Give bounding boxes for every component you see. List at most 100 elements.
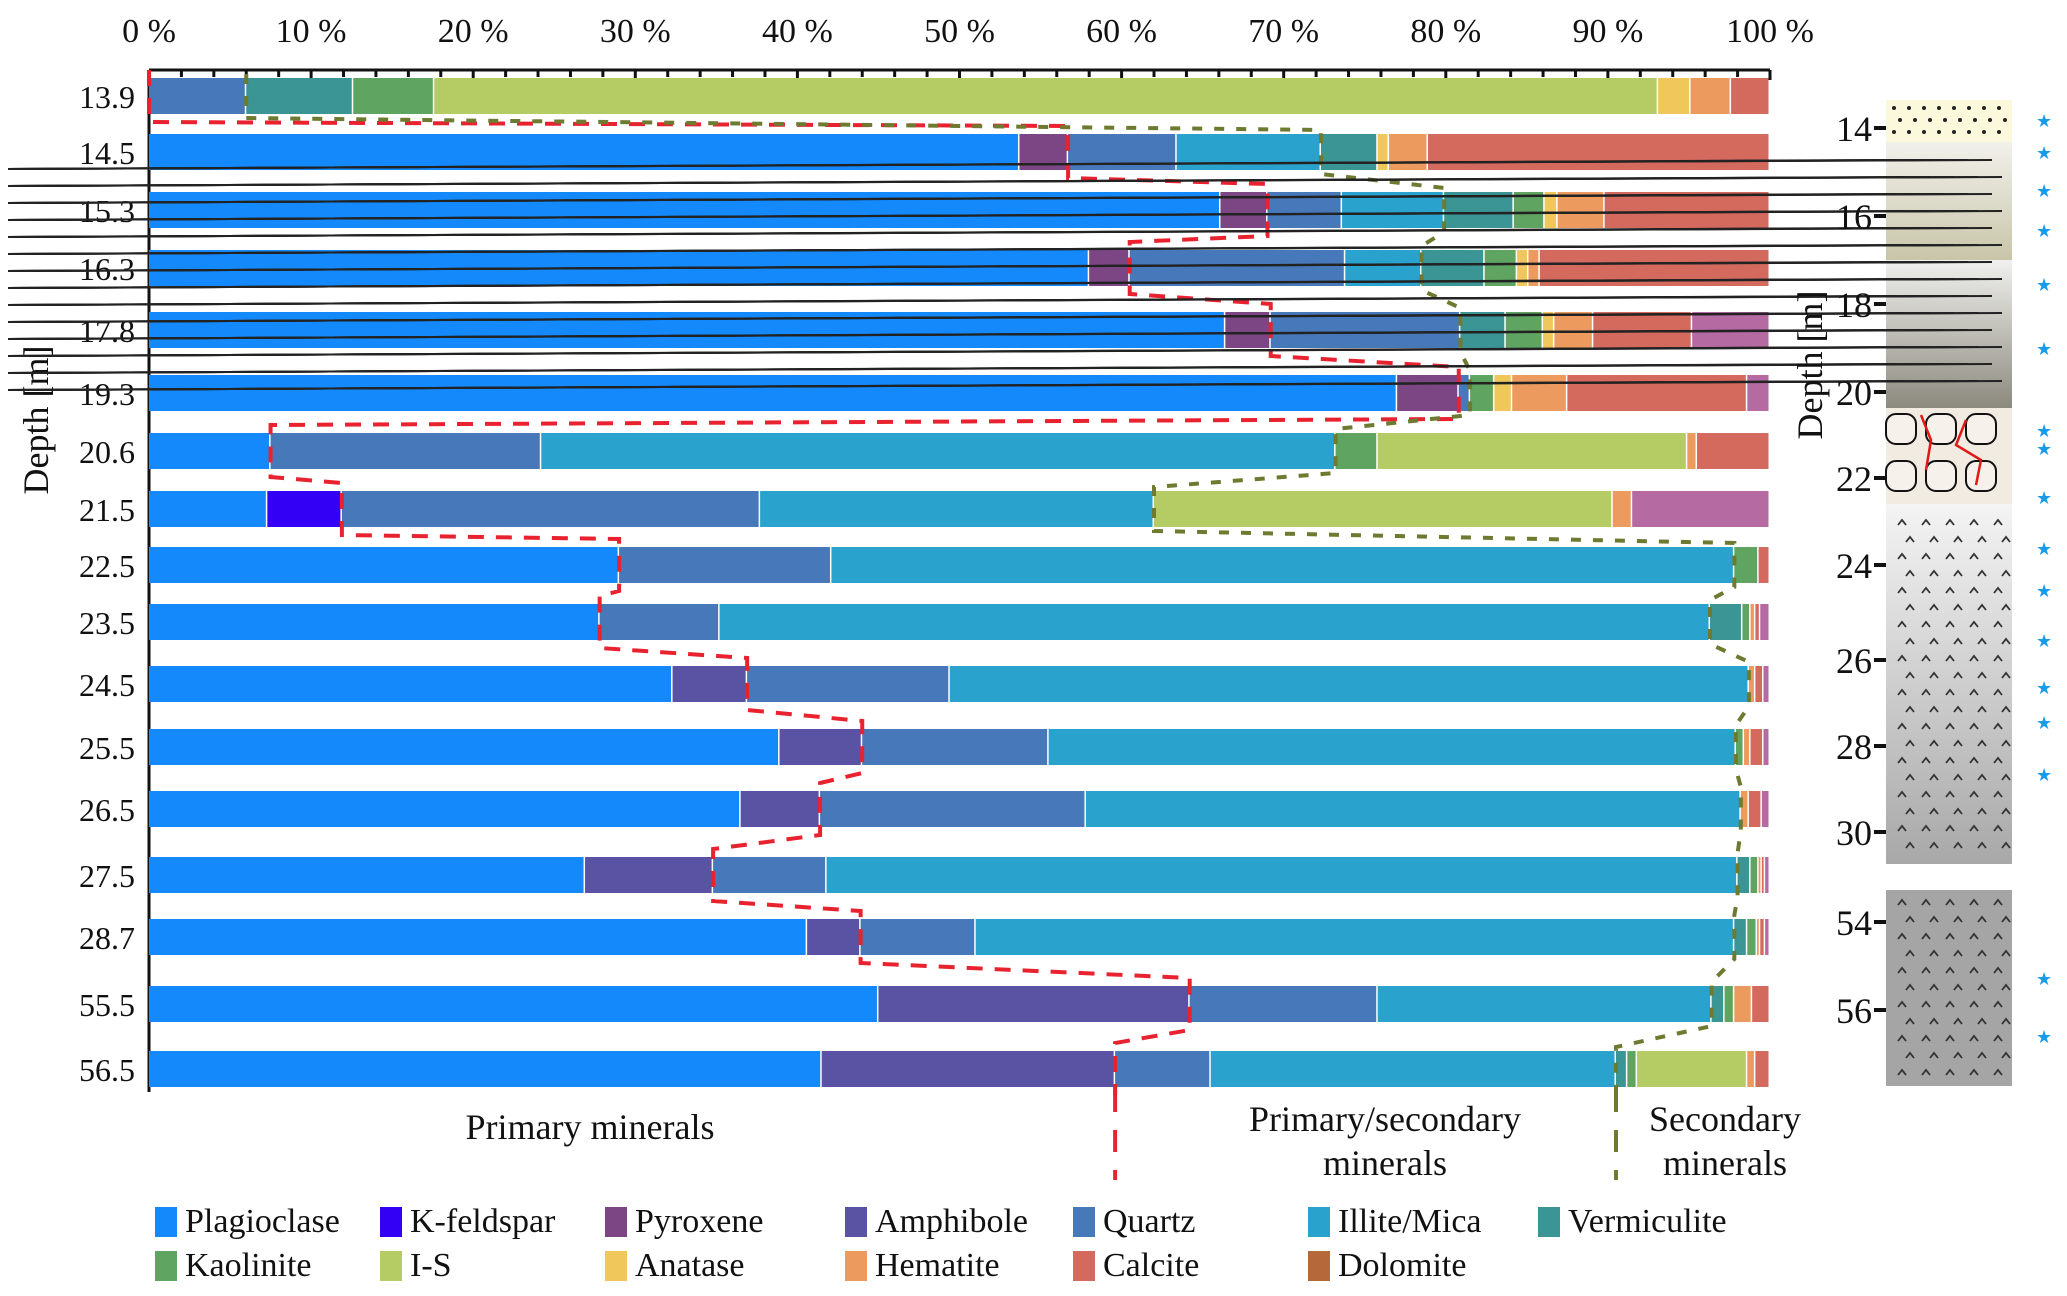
column-tick-label: 16: [1836, 197, 1872, 237]
legend-label: Amphibole: [875, 1203, 1028, 1240]
bar-segment-pyroxene: [1225, 312, 1270, 348]
bar-row-22.5: [149, 547, 1769, 583]
layer-bedrock-upper: [1886, 504, 2012, 864]
bar-segment-dolomite: [1632, 491, 1769, 527]
y-tick-label: 55.5: [79, 987, 135, 1023]
bar-segment-illite-mica: [1085, 791, 1740, 827]
column-tick-label: 54: [1836, 903, 1872, 943]
group-label-primary: Primary minerals: [465, 1107, 715, 1147]
column-tick-label: 20: [1836, 373, 1872, 413]
legend-item-dolomite: Dolomite: [1308, 1247, 1538, 1285]
bar-segment-anatase: [1517, 250, 1527, 286]
legend-swatch: [1308, 1251, 1330, 1281]
bar-segment-kaolinite: [1470, 375, 1493, 411]
x-tick-label: 40 %: [762, 13, 833, 50]
bar-segment-plagioclase: [149, 791, 740, 827]
legend-swatch: [155, 1207, 177, 1237]
bar-segment-anatase: [1544, 192, 1557, 228]
bar-segment-quartz: [270, 433, 540, 469]
sample-marker-icon: ★: [2036, 143, 2052, 163]
column-depth-label: Depth [m]: [1790, 291, 1830, 440]
bar-segment-hematite: [1750, 604, 1754, 640]
bar-segment-kaolinite: [1505, 312, 1542, 348]
bar-segment-plagioclase: [149, 604, 599, 640]
legend-label: Kaolinite: [185, 1247, 312, 1284]
bar-segment-hematite: [1612, 491, 1631, 527]
legend-label: K-feldspar: [410, 1203, 556, 1240]
y-tick-label: 14.5: [79, 135, 135, 171]
legend-label: Quartz: [1103, 1203, 1196, 1240]
legend-label: Anatase: [635, 1247, 745, 1284]
legend: Plagioclase K-feldspar Pyroxene Amphibole Qu…: [155, 1200, 1795, 1288]
bar-segment-kaolinite: [1742, 604, 1750, 640]
bar-row-26.5: [149, 791, 1769, 827]
layer-topsoil: [1886, 100, 2012, 142]
legend-label: Vermiculite: [1568, 1203, 1727, 1240]
bar-segment-quartz: [820, 791, 1085, 827]
bar-segment-dolomite: [1765, 857, 1769, 893]
bar-segment-kaolinite: [1750, 857, 1758, 893]
bar-segment-calcite: [1752, 986, 1769, 1022]
legend-item-kaolinite: Kaolinite: [155, 1247, 380, 1285]
bar-row-27.5: [149, 857, 1769, 893]
y-tick-label: 22.5: [79, 548, 135, 584]
bar-segment-vermiculite: [1460, 312, 1505, 348]
bar-segment-calcite: [1761, 857, 1764, 893]
bar-segment-illite-mica: [1345, 250, 1420, 286]
bar-segment-anatase: [1377, 134, 1388, 170]
x-tick-label: 20 %: [438, 13, 509, 50]
bar-segment-hematite: [1734, 986, 1751, 1022]
legend-swatch: [1073, 1251, 1095, 1281]
sample-marker-icon: ★: [2036, 765, 2052, 785]
legend-swatch: [155, 1251, 177, 1281]
bar-segment-i-s: [434, 78, 1657, 114]
bar-segment-hematite: [1389, 134, 1427, 170]
y-axis-label: Depth [m]: [16, 346, 56, 495]
bar-row-55.5: [149, 986, 1769, 1022]
bar-segment-calcite: [1604, 192, 1769, 228]
y-tick-label: 23.5: [79, 605, 135, 641]
bar-segment-kaolinite: [1747, 919, 1756, 955]
column-tick-label: 26: [1836, 641, 1872, 681]
y-tick-label: 28.7: [79, 920, 135, 956]
x-axis: 0 % 10 % 20 % 30 % 40 % 50 % 60 % 70 % 80 % 90 % 1…: [122, 13, 1814, 80]
bar-row-15.3: [149, 192, 1769, 228]
bar-segment-amphibole: [807, 919, 860, 955]
sample-marker-icon: ★: [2036, 713, 2052, 733]
legend-item-hematite: Hematite: [845, 1247, 1073, 1285]
sample-marker-icon: ★: [2036, 421, 2052, 441]
legend-row: Kaolinite I-S Anatase Hematite Calcite Dolomi…: [155, 1244, 1795, 1288]
bar-segment-vermiculite: [246, 78, 352, 114]
y-tick-label: 17.8: [79, 313, 135, 349]
column-tick-label: 56: [1836, 991, 1872, 1031]
y-tick-label: 24.5: [79, 667, 135, 703]
bar-segment-hematite: [1554, 312, 1592, 348]
column-tick-label: 18: [1836, 285, 1872, 325]
bar-segment-kaolinite: [1513, 192, 1544, 228]
bar-segment-k-feldspar: [267, 491, 341, 527]
secondary-boundary-line: [244, 74, 1751, 1091]
bar-segment-hematite: [1557, 192, 1604, 228]
bar-segment-illite-mica: [719, 604, 1709, 640]
sample-marker-icon: ★: [2036, 581, 2052, 601]
bar-segment-plagioclase: [149, 547, 618, 583]
column-tick-label: 14: [1836, 109, 1872, 149]
bar-segment-quartz: [619, 547, 830, 583]
y-tick-label: 13.9: [79, 79, 135, 115]
bar-segment-quartz: [341, 491, 759, 527]
bar-segment-illite-mica: [1048, 729, 1735, 765]
bar-segment-i-s: [1154, 491, 1612, 527]
bar-segment-amphibole: [821, 1051, 1114, 1087]
bar-segment-calcite: [1758, 547, 1769, 583]
y-tick-label: 21.5: [79, 492, 135, 528]
bar-row-56.5: [149, 1051, 1769, 1087]
bar-segment-plagioclase: [149, 1051, 821, 1087]
sample-marker-icon: ★: [2036, 488, 2052, 508]
bar-row-28.7: [149, 919, 1769, 955]
sample-marker-icon: ★: [2036, 339, 2052, 359]
bar-segment-kaolinite: [1724, 986, 1733, 1022]
bar-segment-amphibole: [740, 791, 819, 827]
bar-row-21.5: [149, 491, 1769, 527]
bar-segment-dolomite: [1747, 375, 1769, 411]
